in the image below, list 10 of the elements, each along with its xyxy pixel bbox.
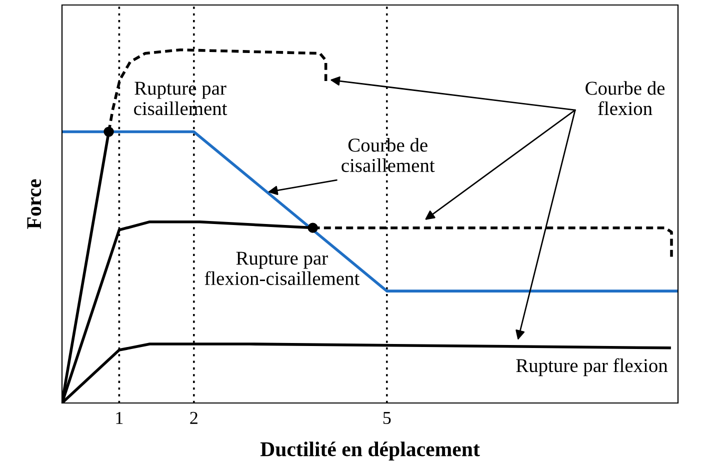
annotation: Courbe de cisaillement bbox=[342, 138, 435, 172]
x-tick-label: 5 bbox=[383, 412, 391, 424]
annotation: Rupture par flexion-cisaillement bbox=[204, 252, 360, 286]
annotation: Rupture par cisaillement bbox=[134, 82, 228, 116]
x-axis-title: Ductilité en déplacement bbox=[260, 442, 480, 461]
annotation: Courbe de flexion bbox=[586, 81, 665, 116]
x-tick-label: 2 bbox=[190, 412, 198, 424]
x-tick-label: 1 bbox=[116, 412, 123, 424]
y-axis-title: Force bbox=[27, 179, 42, 229]
annotation: Rupture par flexion bbox=[516, 358, 668, 376]
